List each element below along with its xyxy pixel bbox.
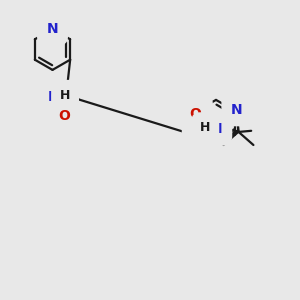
Text: O: O <box>58 109 70 123</box>
Text: O: O <box>189 107 201 121</box>
Text: N: N <box>191 125 203 139</box>
Text: N: N <box>211 122 223 136</box>
Text: N: N <box>231 103 243 117</box>
Text: H: H <box>60 88 70 102</box>
Text: N: N <box>191 104 203 118</box>
Text: N: N <box>47 22 58 36</box>
Text: N: N <box>48 90 59 104</box>
Text: H: H <box>200 121 211 134</box>
